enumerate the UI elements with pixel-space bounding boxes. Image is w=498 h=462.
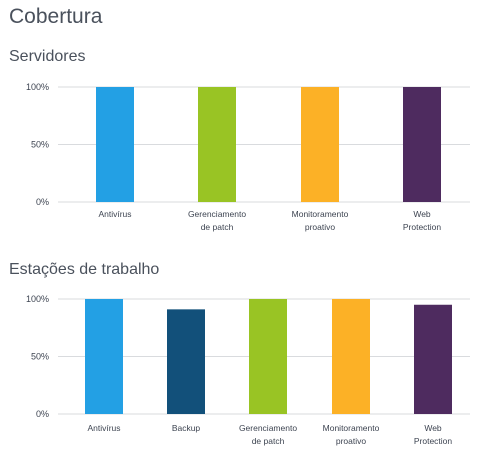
servers-y-tick-label: 0% (36, 197, 49, 207)
workstations-section-title: Estações de trabalho (9, 261, 160, 278)
servers-bar[interactable] (301, 87, 339, 202)
servers-bar[interactable] (198, 87, 236, 202)
workstations-bar[interactable] (332, 299, 370, 414)
workstations-category-label: Antivírus (87, 423, 120, 433)
servers-coverage-chart: 100% 50% 0% Antivírus Gerenciamento de patch M… (26, 82, 470, 232)
servers-bar[interactable] (403, 87, 441, 202)
page-title: Cobertura (9, 5, 103, 28)
servers-category-label: Monitoramento proativo (292, 209, 349, 232)
servers-bar[interactable] (96, 87, 134, 202)
workstations-category-label: Backup (172, 423, 201, 433)
servers-category-label: Antivírus (98, 209, 131, 219)
workstations-y-tick-label: 50% (31, 352, 49, 362)
servers-section-title: Servidores (9, 48, 86, 65)
servers-category-label: Web Protection (403, 209, 442, 232)
workstations-category-label: Gerenciamento de patch (239, 423, 297, 446)
workstations-y-tick-label: 0% (36, 409, 49, 419)
workstations-y-tick-label: 100% (26, 294, 49, 304)
servers-category-label: Gerenciamento de patch (188, 209, 246, 232)
workstations-bar[interactable] (249, 299, 287, 414)
workstations-bar[interactable] (414, 304, 452, 414)
servers-y-tick-label: 50% (31, 140, 49, 150)
workstations-category-label: Monitoramento proativo (323, 423, 380, 446)
workstations-category-label: Web Protection (414, 423, 453, 446)
workstations-bar[interactable] (85, 299, 123, 414)
workstations-bar[interactable] (167, 309, 205, 414)
servers-y-tick-label: 100% (26, 82, 49, 92)
